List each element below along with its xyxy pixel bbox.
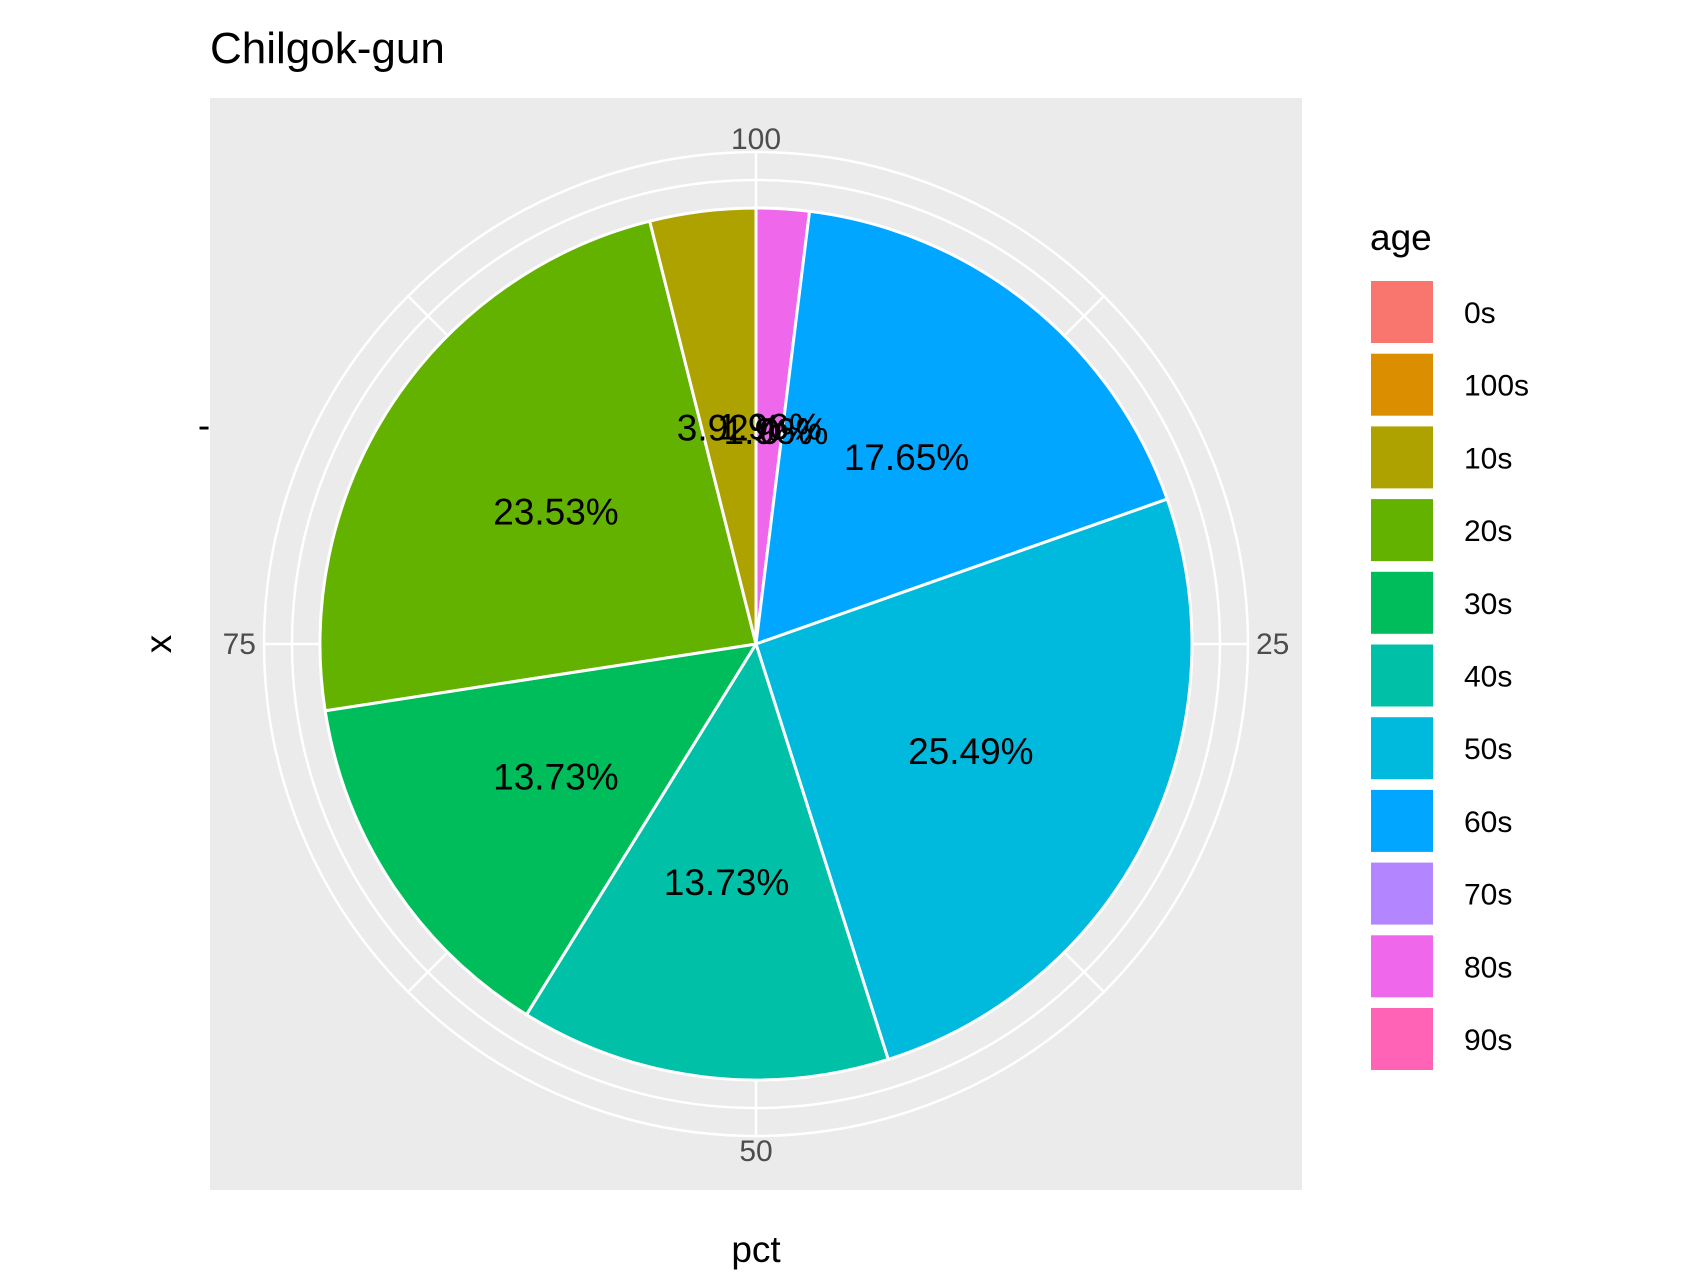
slice-labels: 1.96% 17.65% 25.49% 13.73% 13.73% 23.53% 3.92%… [493, 406, 1033, 903]
legend-swatch-80s [1369, 933, 1435, 1000]
angle-tick-label-25: 25 [1256, 628, 1289, 661]
legend-label-0s: 0s [1464, 297, 1496, 330]
y-axis-tick-label: - [198, 405, 210, 446]
y-axis-title: x [138, 634, 179, 653]
legend-label-90s: 90s [1464, 1024, 1512, 1057]
pie-slices [318, 206, 1194, 1082]
legend-title: age [1370, 217, 1432, 258]
slice-label-10s: 3.92% [677, 408, 782, 449]
pie-slice-20s [318, 219, 758, 713]
pie-slice-40s [524, 642, 890, 1082]
angle-tick-label-50: 50 [739, 1135, 772, 1168]
pie-slice-60s [754, 209, 1169, 646]
angle-tick-label-75: 75 [223, 628, 256, 661]
legend-swatch-100s [1369, 351, 1435, 418]
pie-slice-50s [754, 497, 1194, 1061]
legend-label-10s: 10s [1464, 442, 1512, 475]
legend-swatch-40s [1369, 642, 1435, 709]
legend-swatch-10s [1369, 424, 1435, 491]
legend: 0s 100s 10s 20s 30s 40s 50s 60s 70s 80s 90s [1369, 279, 1529, 1072]
legend-label-40s: 40s [1464, 661, 1512, 694]
legend-label-60s: 60s [1464, 806, 1512, 839]
angle-tick-label-100: 100 [731, 123, 781, 156]
legend-label-30s: 30s [1464, 588, 1512, 621]
legend-swatch-0s [1369, 279, 1435, 345]
x-axis-title: pct [731, 1229, 781, 1270]
legend-swatch-70s [1369, 860, 1435, 927]
slice-label-30s: 13.73% [493, 757, 619, 798]
overlap-label: 0% [759, 411, 812, 452]
slice-label-20s: 23.53% [493, 491, 619, 532]
pie-slice-10s [648, 206, 758, 646]
slice-label-80s: 1.96% [717, 406, 822, 447]
pie-slice-30s [323, 642, 758, 1017]
legend-label-20s: 20s [1464, 515, 1512, 548]
slice-label-60s: 17.65% [844, 437, 970, 478]
legend-swatch-30s [1369, 569, 1435, 636]
legend-swatch-90s [1369, 1006, 1435, 1072]
legend-swatch-50s [1369, 715, 1435, 782]
slice-label-40s: 13.73% [664, 862, 790, 903]
legend-label-70s: 70s [1464, 879, 1512, 912]
legend-label-50s: 50s [1464, 733, 1512, 766]
legend-swatch-60s [1369, 787, 1435, 854]
slice-label-50s: 25.49% [908, 731, 1034, 772]
legend-label-80s: 80s [1464, 951, 1512, 984]
legend-swatch-20s [1369, 497, 1435, 564]
chart-title: Chilgok-gun [210, 24, 445, 73]
angle-ticks: 100 25 50 75 [223, 123, 1290, 1168]
legend-label-100s: 100s [1464, 370, 1529, 403]
overlap-label: 1.96% [724, 411, 829, 452]
